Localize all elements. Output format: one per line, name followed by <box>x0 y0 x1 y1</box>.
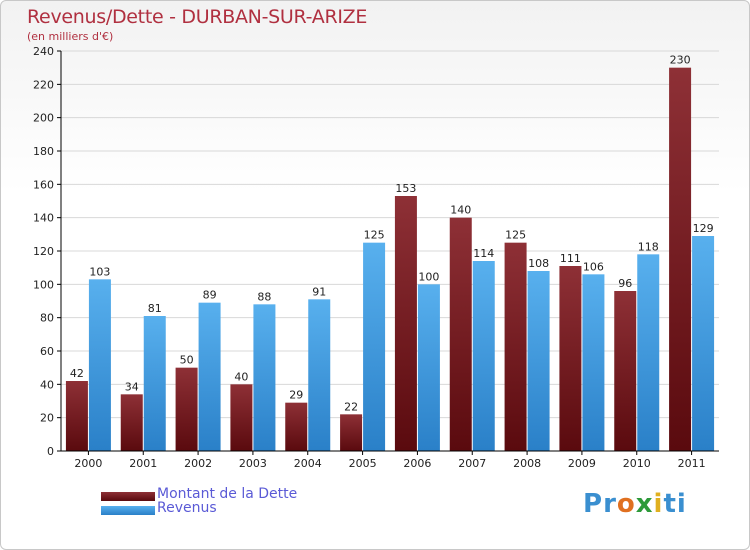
bar-debt <box>120 394 143 451</box>
x-tick-label: 2001 <box>129 457 157 470</box>
data-label-debt: 140 <box>450 204 471 217</box>
y-tick-label: 220 <box>33 78 54 91</box>
x-tick-label: 2010 <box>623 457 651 470</box>
bar-revenus <box>363 242 386 451</box>
x-tick-label: 2005 <box>349 457 377 470</box>
bar-debt <box>504 242 527 451</box>
data-label-debt: 40 <box>234 370 248 383</box>
y-tick-label: 200 <box>33 112 54 125</box>
bar-debt <box>340 414 363 451</box>
bar-debt <box>175 367 198 451</box>
logo-letter: i <box>653 489 664 519</box>
x-tick-label: 2004 <box>294 457 322 470</box>
data-label-debt: 29 <box>289 389 303 402</box>
bar-revenus <box>472 261 495 451</box>
data-label-revenus: 81 <box>148 302 162 315</box>
bar-revenus <box>692 236 715 451</box>
x-tick-label: 2003 <box>239 457 267 470</box>
data-label-revenus: 106 <box>583 260 604 273</box>
data-label-debt: 230 <box>670 54 691 67</box>
x-tick-label: 2002 <box>184 457 212 470</box>
data-label-debt: 96 <box>618 277 632 290</box>
legend-label-debt: Montant de la Dette <box>157 486 298 502</box>
bar-revenus <box>417 284 440 451</box>
bar-debt <box>559 266 582 451</box>
data-label-debt: 22 <box>344 400 358 413</box>
y-tick-label: 180 <box>33 145 54 158</box>
x-tick-label: 2011 <box>678 457 706 470</box>
x-tick-label: 2006 <box>403 457 431 470</box>
data-label-revenus: 125 <box>364 229 385 242</box>
data-label-revenus: 88 <box>257 290 271 303</box>
data-label-revenus: 103 <box>89 265 110 278</box>
data-label-debt: 125 <box>505 229 526 242</box>
x-tick-label: 2008 <box>513 457 541 470</box>
data-label-revenus: 100 <box>418 270 439 283</box>
logo-letter: P <box>583 489 604 519</box>
data-label-revenus: 129 <box>693 222 714 235</box>
bar-debt <box>230 384 253 451</box>
bar-revenus <box>527 271 550 451</box>
logo-letter: i <box>676 489 687 519</box>
proxiti-logo: Proxiti <box>583 489 687 519</box>
legend-swatch-debt <box>101 492 155 501</box>
x-tick-label: 2007 <box>458 457 486 470</box>
data-label-revenus: 91 <box>312 285 326 298</box>
x-tick-label: 2000 <box>74 457 102 470</box>
y-tick-label: 120 <box>33 245 54 258</box>
y-tick-label: 0 <box>47 445 54 458</box>
chart-title: Revenus/Dette - DURBAN-SUR-ARIZE <box>27 6 368 28</box>
bar-revenus <box>308 299 331 451</box>
bar-revenus <box>88 279 111 451</box>
data-label-revenus: 108 <box>528 257 549 270</box>
y-tick-label: 80 <box>40 312 54 325</box>
logo-letter: r <box>603 489 617 519</box>
y-tick-label: 60 <box>40 345 54 358</box>
bar-debt <box>65 381 88 451</box>
legend-swatch-revenus <box>101 506 155 515</box>
data-label-revenus: 89 <box>203 289 217 302</box>
data-label-debt: 111 <box>560 252 581 265</box>
bar-revenus <box>198 302 221 451</box>
y-tick-label: 100 <box>33 278 54 291</box>
chart-subtitle: (en milliers d'€) <box>27 30 114 43</box>
bar-debt <box>669 67 692 452</box>
data-label-debt: 153 <box>395 182 416 195</box>
y-tick-label: 140 <box>33 212 54 225</box>
y-tick-label: 160 <box>33 178 54 191</box>
bar-debt <box>285 402 308 451</box>
bar-revenus <box>253 304 276 451</box>
bar-debt <box>449 217 472 451</box>
bar-debt <box>394 196 417 451</box>
data-label-revenus: 118 <box>638 240 659 253</box>
x-tick-label: 2009 <box>568 457 596 470</box>
y-tick-label: 40 <box>40 378 54 391</box>
logo-letter: x <box>635 489 654 519</box>
bar-revenus <box>582 274 605 451</box>
data-label-debt: 50 <box>180 354 194 367</box>
y-tick-label: 20 <box>40 412 54 425</box>
bar-revenus <box>143 316 166 451</box>
y-tick-label: 240 <box>33 45 54 58</box>
data-label-debt: 42 <box>70 367 84 380</box>
logo-letter: o <box>616 489 636 519</box>
data-label-revenus: 114 <box>473 247 494 260</box>
legend-label-revenus: Revenus <box>157 500 217 516</box>
logo-letter: t <box>663 489 677 519</box>
bar-revenus <box>637 254 660 451</box>
data-label-debt: 34 <box>125 380 139 393</box>
bar-debt <box>614 291 637 451</box>
